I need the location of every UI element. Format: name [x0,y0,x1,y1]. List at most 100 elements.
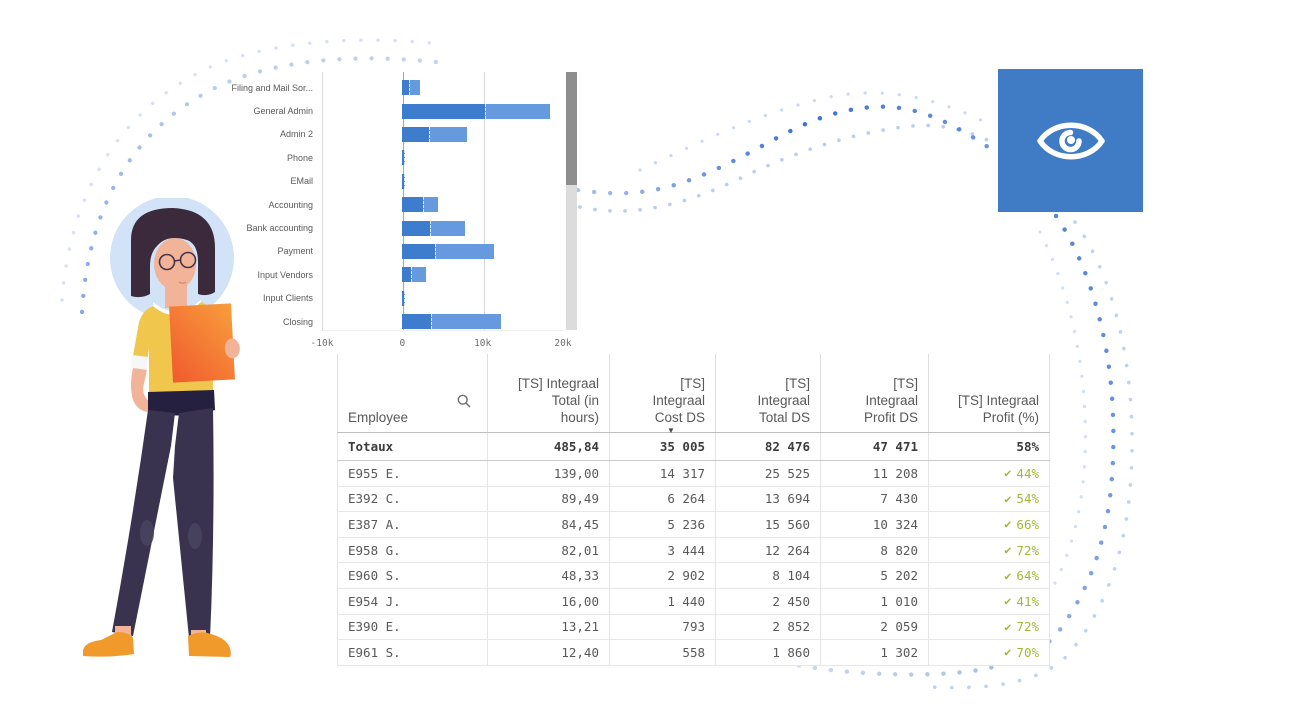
sort-indicator-icon[interactable]: ▼ [667,426,675,435]
x-axis-tick-label: 10k [474,338,492,349]
value-cell: 485,84 [487,433,609,460]
employee-cell[interactable]: E958 G. [337,537,487,563]
bar-segment-dark[interactable] [402,126,429,142]
value-cell[interactable]: 13,21 [487,614,609,640]
check-icon: ✔ [1004,594,1012,609]
x-axis-tick-label: 20k [554,338,572,349]
bar-segment-dark[interactable] [402,150,404,166]
value-cell[interactable]: 25 525 [715,461,820,486]
value-cell[interactable]: 89,49 [487,486,609,512]
chart-category-label: Phone [286,152,313,163]
column-header-employee[interactable]: Employee [337,354,487,432]
bar-segment-dark[interactable] [402,80,409,96]
value-cell[interactable]: 5 236 [609,512,715,537]
value-cell[interactable]: ✔ 66% [928,512,1050,537]
folder [169,303,240,383]
bar-segment-dark[interactable] [402,103,486,119]
column-header-1[interactable]: [TS] Integraal Total (in hours) [487,354,609,432]
value-cell[interactable]: ✔ 72% [928,614,1050,640]
scrollbar-thumb[interactable] [566,72,577,185]
employee-cell[interactable]: E954 J. [337,588,487,614]
bar-segment-light[interactable] [428,126,467,142]
employee-cell[interactable]: E387 A. [337,512,487,537]
value-cell[interactable]: 1 010 [820,588,928,614]
column-header-4[interactable]: [TS] Integraal Profit DS [820,354,928,432]
totals-row: Totaux 485,84 35 005 82 476 47 471 58% [337,433,1050,461]
value-cell[interactable]: 12 264 [715,537,820,563]
value-cell[interactable]: 11 208 [820,461,928,486]
employee-cell[interactable]: E955 E. [337,461,487,486]
table-row[interactable]: E958 G. 82,01 3 444 12 264 8 820 ✔ 72% [337,537,1050,564]
value-cell[interactable]: 12,40 [487,640,609,665]
bar-segment-light[interactable] [403,150,405,166]
table-row[interactable]: E390 E. 13,21 793 2 852 2 059 ✔ 72% [337,614,1050,641]
bar-segment-light[interactable] [403,290,405,306]
bar-segment-dark[interactable] [402,173,404,189]
value-cell[interactable]: 3 444 [609,537,715,563]
bar-segment-light[interactable] [423,197,439,213]
profit-percent: 72% [1016,542,1039,558]
value-cell[interactable]: 2 059 [820,614,928,640]
value-cell[interactable]: ✔ 70% [928,640,1050,665]
table-row[interactable]: E387 A. 84,45 5 236 15 560 10 324 ✔ 66% [337,512,1050,538]
value-cell[interactable]: 1 440 [609,588,715,614]
value-cell[interactable]: 8 104 [715,563,820,588]
value-cell[interactable]: 1 860 [715,640,820,665]
bar-segment-dark[interactable] [402,243,436,259]
value-cell[interactable]: 8 820 [820,537,928,563]
search-icon[interactable] [457,394,471,408]
value-cell[interactable]: 6 264 [609,486,715,512]
employee-cell[interactable]: E392 C. [337,486,487,512]
visibility-tile[interactable] [998,69,1143,212]
bar-segment-dark[interactable] [402,314,432,330]
bar-segment-dark[interactable] [402,267,412,283]
employee-cell[interactable]: E390 E. [337,614,487,640]
value-cell[interactable]: ✔ 64% [928,563,1050,588]
column-header-3[interactable]: [TS] Integraal Total DS [715,354,820,432]
bar-segment-dark[interactable] [402,290,404,306]
value-cell[interactable]: ✔ 44% [928,461,1050,486]
value-cell[interactable]: ✔ 72% [928,537,1050,563]
value-cell[interactable]: 14 317 [609,461,715,486]
bar-segment-light[interactable] [485,103,551,119]
table-row[interactable]: E955 E. 139,00 14 317 25 525 11 208 ✔ 44% [337,461,1050,487]
bar-segment-dark[interactable] [402,197,424,213]
value-cell[interactable]: 84,45 [487,512,609,537]
value-cell[interactable]: 7 430 [820,486,928,512]
value-cell: 58% [928,433,1050,460]
value-cell[interactable]: 48,33 [487,563,609,588]
belt [148,390,215,416]
bar-segment-dark[interactable] [402,220,431,236]
value-cell[interactable]: ✔ 41% [928,588,1050,614]
value-cell[interactable]: 10 324 [820,512,928,537]
bar-segment-light[interactable] [435,243,494,259]
value-cell[interactable]: 2 902 [609,563,715,588]
employee-cell[interactable]: E960 S. [337,563,487,588]
employee-cell[interactable]: E961 S. [337,640,487,665]
value-cell[interactable]: 793 [609,614,715,640]
table-row[interactable]: E392 C. 89,49 6 264 13 694 7 430 ✔ 54% [337,486,1050,513]
value-cell[interactable]: 5 202 [820,563,928,588]
value-cell[interactable]: 139,00 [487,461,609,486]
value-cell[interactable]: 1 302 [820,640,928,665]
column-header-5[interactable]: [TS] Integraal Profit (%) [928,354,1050,432]
table-row[interactable]: E954 J. 16,00 1 440 2 450 1 010 ✔ 41% [337,588,1050,615]
profit-percent: 66% [1016,516,1039,532]
value-cell[interactable]: 15 560 [715,512,820,537]
value-cell[interactable]: ✔ 54% [928,486,1050,512]
value-cell[interactable]: 2 450 [715,588,820,614]
bar-segment-light[interactable] [403,173,406,189]
bar-segment-light[interactable] [408,80,420,96]
bar-segment-light[interactable] [411,267,426,283]
table-row[interactable]: E960 S. 48,33 2 902 8 104 5 202 ✔ 64% [337,563,1050,589]
value-cell[interactable]: 82,01 [487,537,609,563]
bar-segment-light[interactable] [431,314,502,330]
bar-segment-light[interactable] [430,220,465,236]
table-row[interactable]: E961 S. 12,40 558 1 860 1 302 ✔ 70% [337,640,1050,666]
value-cell[interactable]: 558 [609,640,715,665]
value-cell[interactable]: 2 852 [715,614,820,640]
chart-vertical-scrollbar[interactable] [566,72,577,330]
column-header-2[interactable]: [TS] Integraal Cost DS [609,354,715,432]
value-cell[interactable]: 16,00 [487,588,609,614]
value-cell[interactable]: 13 694 [715,486,820,512]
